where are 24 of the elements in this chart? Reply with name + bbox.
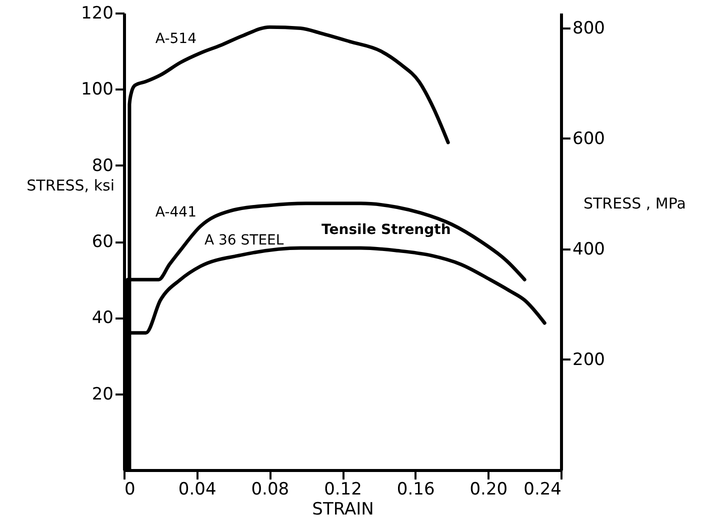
series-label: A-514: [155, 30, 197, 47]
y2-tick-label: 200: [572, 350, 605, 370]
x-tick-label: 0.16: [396, 480, 435, 500]
series-label: A 36 STEEL: [204, 232, 284, 248]
series-label: A-441: [155, 204, 196, 220]
x-tick-label: 0: [124, 480, 136, 500]
x-axis-title: STRAIN: [312, 500, 374, 517]
x-tick-label: 0.24: [524, 480, 562, 500]
y-tick-label: 20: [92, 384, 114, 404]
y2-tick-label: 800: [572, 18, 605, 38]
y2-axis-title: STRESS , MPa: [584, 194, 686, 212]
y2-tick-label: 600: [572, 128, 605, 149]
x-tick-label: 0.12: [324, 480, 362, 500]
x-tick-label: 0.04: [178, 480, 216, 500]
y-axis-title: STRESS, ksi: [26, 176, 114, 194]
y-tick-label: 100: [81, 80, 114, 100]
annotation: Tensile Strength: [322, 222, 451, 238]
x-tick-label: 0.08: [251, 480, 290, 500]
y2-tick-label: 400: [572, 239, 605, 260]
y-tick-label: 120: [81, 4, 114, 24]
y-tick-label: 60: [92, 232, 114, 252]
y-tick-label: 40: [92, 308, 114, 328]
x-tick-label: 0.20: [470, 480, 508, 500]
y-tick-label: 80: [92, 156, 114, 176]
